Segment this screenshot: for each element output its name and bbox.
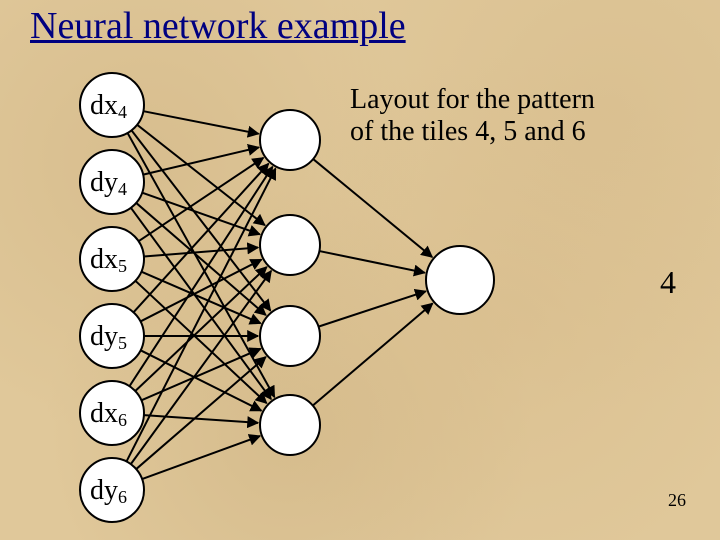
edge <box>137 125 265 225</box>
edge <box>143 111 258 134</box>
edge <box>131 271 271 464</box>
node-h1 <box>260 215 320 275</box>
node-h2 <box>260 306 320 366</box>
edge <box>142 436 260 479</box>
node-out <box>426 246 494 314</box>
node-h0 <box>260 110 320 170</box>
edge <box>318 291 425 326</box>
edge <box>143 147 259 174</box>
node-h3 <box>260 395 320 455</box>
page-number: 26 <box>668 490 686 511</box>
edge <box>313 303 433 405</box>
network-diagram: dx4dy4dx5dy5dx6dy6 <box>0 0 720 540</box>
output-label: 4 <box>660 264 676 301</box>
edge <box>141 349 260 401</box>
nodes-group: dx4dy4dx5dy5dx6dy6 <box>80 73 494 522</box>
edge <box>313 159 432 257</box>
edge <box>319 251 424 273</box>
edge <box>140 260 261 322</box>
